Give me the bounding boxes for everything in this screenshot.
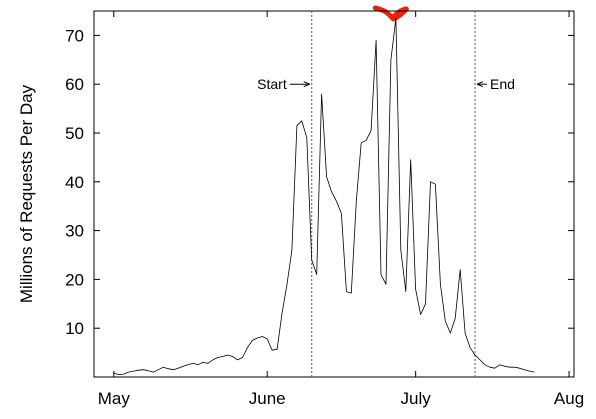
red-marker-annotation [372, 5, 409, 22]
annotation-arrowhead [476, 81, 484, 88]
series-line-0 [113, 17, 535, 376]
annotation-end: End [490, 76, 515, 92]
y-axis-label: Millions of Requests Per Day [17, 84, 36, 303]
x-tick-label: June [249, 389, 286, 408]
x-tick-label: July [401, 389, 432, 408]
x-tick-label: Aug [554, 389, 584, 408]
y-tick-label: 60 [65, 75, 84, 94]
y-tick-label: 30 [65, 222, 84, 241]
plot-frame [93, 10, 575, 378]
y-tick-label: 50 [65, 124, 84, 143]
annotation-start: Start [257, 76, 287, 92]
y-tick-label: 40 [65, 173, 84, 192]
y-tick-label: 20 [65, 270, 84, 289]
y-tick-label: 70 [65, 26, 84, 45]
x-tick-label: May [98, 389, 131, 408]
annotation-arrowhead [303, 81, 310, 88]
y-tick-label: 10 [65, 319, 84, 338]
